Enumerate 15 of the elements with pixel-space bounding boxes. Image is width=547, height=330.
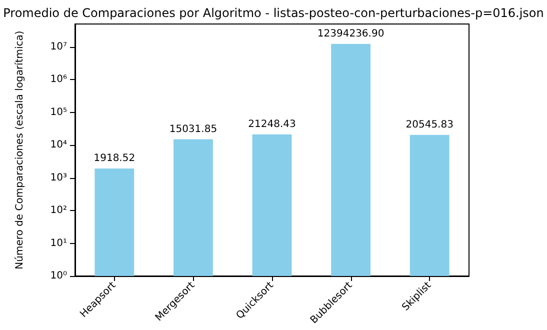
y-tick-label: 10⁷: [50, 41, 67, 52]
y-tick-label: 10²: [50, 205, 67, 216]
chart-title: Promedio de Comparaciones por Algoritmo - listas-posteo-con-perturbaciones-p=016.json: [3, 6, 544, 20]
data-label: 15031.85: [169, 124, 218, 135]
data-label: 12394236.90: [317, 28, 384, 40]
data-label: 1918.52: [94, 153, 136, 164]
y-axis-title: Número de Comparaciones (escala logarítmica): [14, 30, 26, 270]
y-tick-label: 10⁴: [50, 140, 67, 151]
y-tick-label: 10⁶: [50, 74, 67, 86]
y-tick-label: 10⁰: [50, 270, 67, 282]
data-label: 21248.43: [248, 118, 296, 130]
y-tick-label: 10⁵: [50, 106, 67, 118]
y-tick-label: 10³: [50, 172, 67, 184]
y-tick-label: 10¹: [50, 238, 67, 249]
data-label: 20545.83: [406, 119, 454, 130]
